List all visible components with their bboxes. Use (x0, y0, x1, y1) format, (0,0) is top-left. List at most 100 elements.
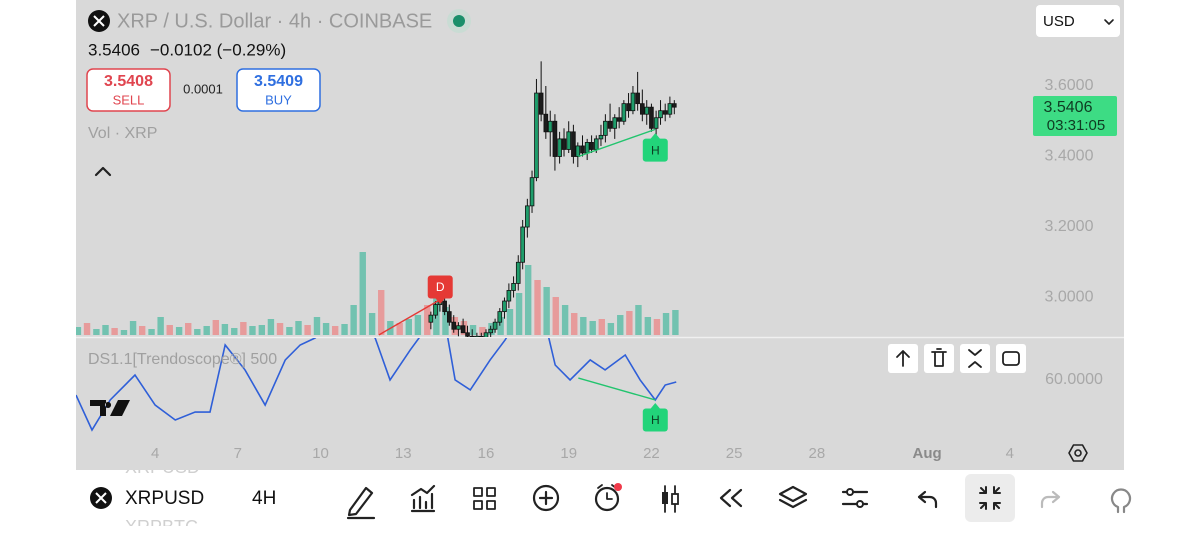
icon-candle (662, 492, 668, 504)
candle-body (447, 311, 452, 323)
layers-button[interactable] (778, 485, 808, 509)
volume-bar (543, 287, 550, 335)
candle-body (667, 103, 673, 115)
fullscreen-button[interactable] (965, 474, 1015, 522)
volume-bar (212, 320, 219, 335)
add-button[interactable] (532, 484, 560, 512)
toolbar-interval[interactable]: 4H (252, 488, 276, 509)
maximize-button[interactable] (996, 344, 1026, 373)
volume-bar (322, 323, 330, 335)
volume-bar (469, 325, 477, 335)
slider-knob (846, 488, 854, 496)
candle-body (483, 332, 489, 337)
symbol-title[interactable]: XRP / U.S. Dollar · 4h · COINBASE (117, 10, 432, 32)
oscillator-pane (76, 338, 677, 432)
y-tick-label: 60.0000 (1045, 371, 1103, 388)
volume-bar (607, 323, 615, 335)
tv-logo (90, 400, 130, 416)
icon-maximize (1002, 351, 1020, 366)
volume-bar (313, 317, 321, 335)
candle-body (515, 261, 521, 284)
candle-body (593, 138, 599, 150)
spread: 0.0001 (183, 81, 223, 96)
collapse-button[interactable] (960, 344, 990, 373)
templates[interactable] (473, 487, 496, 510)
x-tick-label: 10 (312, 445, 329, 462)
marker (427, 275, 453, 299)
volume-bar (341, 324, 348, 335)
draw-tool[interactable] (346, 486, 376, 520)
candle-body (442, 300, 447, 313)
candle-body (630, 92, 636, 112)
redo-button[interactable] (1040, 490, 1061, 509)
price: 3.5406 (88, 40, 140, 59)
undo-button[interactable] (917, 490, 938, 509)
x-tick-label: 13 (395, 445, 412, 462)
candle-body (469, 335, 475, 337)
currency-select[interactable] (1036, 5, 1120, 37)
volume-bar (166, 325, 173, 335)
candle-body (589, 142, 594, 150)
candle-body (584, 142, 590, 154)
candle-body (479, 335, 484, 337)
candle-body (598, 134, 604, 140)
candle-body (561, 138, 567, 150)
volume-bar (331, 326, 339, 335)
candle-body (456, 325, 461, 330)
price-change: −0.0102 (−0.29%) (150, 40, 286, 59)
y-tick-label: 3.6000 (1045, 77, 1094, 94)
collapse-legend[interactable] (94, 166, 112, 177)
candle-body (552, 120, 558, 157)
candle-body (621, 103, 627, 122)
volume-bar (138, 326, 146, 335)
volume-bar (240, 322, 247, 335)
replay-button[interactable] (719, 488, 743, 508)
alert-button[interactable] (594, 486, 620, 512)
volume-bar (102, 325, 109, 335)
volume-bar (405, 319, 412, 335)
candle-body (525, 205, 530, 228)
alert-badge (614, 483, 622, 491)
volume-bar (396, 323, 403, 335)
delete-button[interactable] (924, 344, 954, 373)
candle-body (511, 283, 516, 291)
trend-line (378, 299, 441, 336)
candle-body (566, 131, 572, 150)
symbol-list-item: XRPBTC (125, 517, 198, 537)
candle-body (433, 304, 438, 316)
oscillator-line (76, 338, 677, 432)
volume-bar (194, 329, 201, 335)
y-tick-label: 3.2000 (1045, 218, 1094, 235)
volume-bar (93, 329, 100, 335)
volume-bar (267, 319, 275, 335)
candle-body (529, 177, 535, 207)
toolbar-symbol[interactable]: XRPUSD (125, 488, 204, 509)
oscillator-legend: DS1.1[Trendoscope®] 500 (88, 351, 277, 368)
settings-icon (1074, 449, 1082, 457)
sell-button[interactable] (86, 68, 171, 112)
icon-collapse (968, 349, 982, 368)
ideas-button[interactable] (1110, 488, 1132, 514)
candle-body (662, 110, 668, 115)
x-tick-label: 4 (151, 445, 159, 462)
x-tick-label: 7 (234, 445, 242, 462)
marker-pointer (650, 133, 661, 140)
sell-label: SELL (113, 92, 145, 107)
settings-button[interactable] (1068, 444, 1088, 462)
volume-bar (561, 305, 569, 335)
y-tick-label: 3.0000 (1045, 289, 1094, 306)
candle-body (451, 321, 457, 330)
candle-body (626, 103, 631, 112)
volume-bar (626, 311, 633, 335)
candle-body (640, 103, 645, 115)
candle-body (502, 300, 507, 313)
buy-button[interactable] (236, 68, 321, 112)
indicators[interactable] (410, 484, 436, 513)
volume-bar (350, 305, 357, 335)
x-tick-label: 19 (560, 445, 577, 462)
currency: USD (1043, 13, 1075, 30)
candle-body (571, 131, 576, 157)
icon-plus (538, 490, 554, 506)
